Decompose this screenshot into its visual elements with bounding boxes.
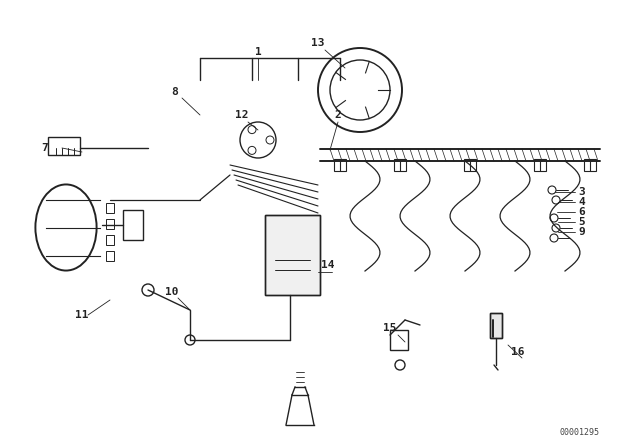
Text: 4: 4 (579, 197, 586, 207)
Bar (106, 235, 114, 245)
Text: 00001295: 00001295 (560, 427, 600, 436)
Text: 5: 5 (579, 217, 586, 227)
Text: 16: 16 (511, 347, 525, 357)
Circle shape (142, 284, 154, 296)
Circle shape (318, 48, 402, 132)
Text: 8: 8 (172, 87, 179, 97)
Text: 15: 15 (383, 323, 397, 333)
Text: 14: 14 (321, 260, 335, 270)
Bar (464, 159, 476, 171)
Ellipse shape (35, 185, 97, 271)
Circle shape (548, 186, 556, 194)
Circle shape (552, 224, 560, 232)
Circle shape (550, 214, 558, 222)
Bar (106, 219, 114, 229)
Bar (265, 215, 320, 295)
Bar (584, 159, 596, 171)
Bar (394, 159, 406, 171)
Text: 3: 3 (579, 187, 586, 197)
Text: 9: 9 (579, 227, 586, 237)
Bar (106, 203, 114, 213)
Text: 7: 7 (42, 143, 49, 153)
Circle shape (552, 196, 560, 204)
Bar (48, 137, 80, 155)
Circle shape (240, 122, 276, 158)
Text: 12: 12 (236, 110, 249, 120)
Bar (106, 251, 114, 261)
Text: 1: 1 (255, 47, 261, 57)
Text: 11: 11 (76, 310, 89, 320)
Bar (534, 159, 546, 171)
Bar (390, 330, 408, 350)
Bar (123, 210, 143, 240)
Bar (265, 215, 320, 295)
Text: 10: 10 (165, 287, 179, 297)
Text: 6: 6 (579, 207, 586, 217)
Circle shape (550, 234, 558, 242)
Circle shape (395, 360, 405, 370)
Text: 2: 2 (335, 110, 341, 120)
Circle shape (185, 335, 195, 345)
Bar (490, 313, 502, 338)
Text: 13: 13 (311, 38, 324, 48)
Bar (490, 313, 502, 338)
Bar (334, 159, 346, 171)
